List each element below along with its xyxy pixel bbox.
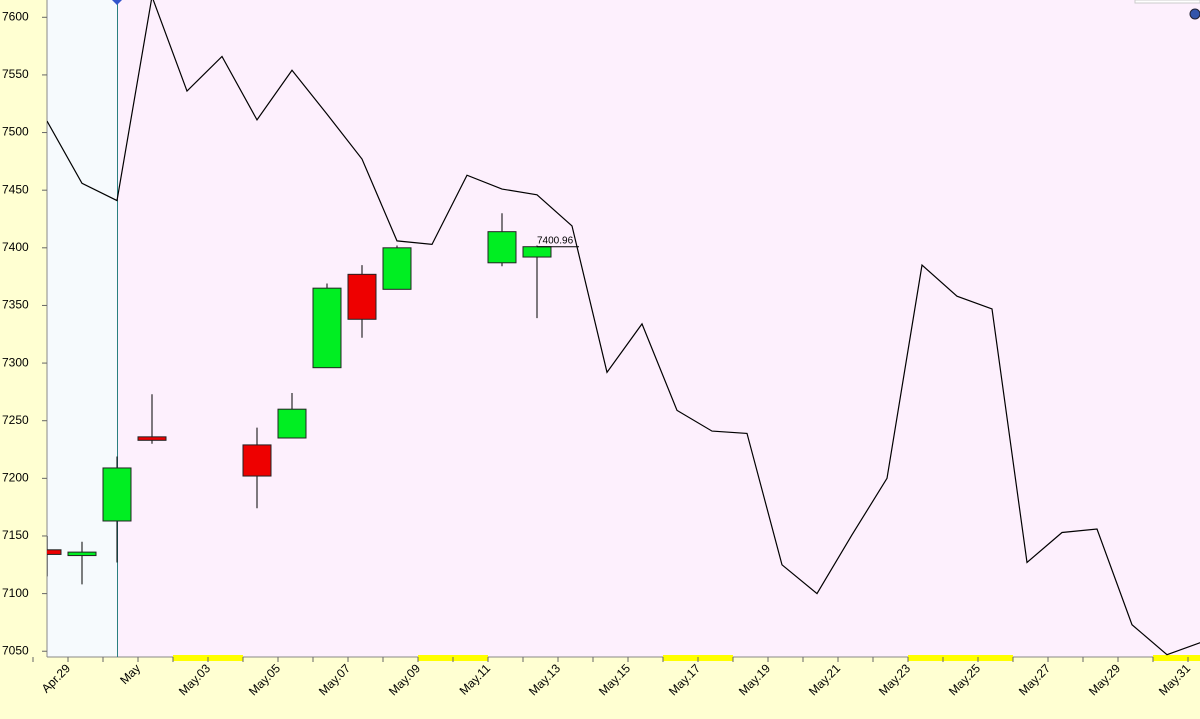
x-tick-label: May.09 bbox=[386, 661, 423, 698]
corner-box bbox=[1134, 0, 1200, 4]
x-tick-label: May.17 bbox=[666, 661, 703, 698]
candle-body bbox=[522, 246, 552, 258]
candle-body bbox=[137, 436, 167, 441]
y-tick-label: 7500 bbox=[2, 125, 29, 139]
candle-body bbox=[347, 273, 377, 320]
y-tick-label: 7050 bbox=[2, 643, 29, 657]
x-tick-label: May.19 bbox=[736, 661, 773, 698]
x-tick-label: May bbox=[117, 661, 143, 687]
x-tick-label: May.29 bbox=[1086, 661, 1123, 698]
candle-body bbox=[312, 287, 342, 369]
cursor-marker[interactable] bbox=[112, 0, 122, 5]
x-tick-label: Apr.29 bbox=[39, 661, 74, 696]
y-tick-label: 7400 bbox=[2, 240, 29, 254]
x-tick-label: May.27 bbox=[1016, 661, 1053, 698]
candle-body bbox=[67, 551, 97, 557]
y-tick-label: 7550 bbox=[2, 67, 29, 81]
line bbox=[47, 0, 1200, 656]
weekend-marker bbox=[1153, 655, 1200, 661]
candle-body bbox=[487, 231, 517, 264]
x-tick-label: May.07 bbox=[316, 661, 353, 698]
x-tick-label: May.31 bbox=[1156, 661, 1193, 698]
y-tick-label: 7300 bbox=[2, 355, 29, 369]
y-tick-label: 7600 bbox=[2, 9, 29, 23]
x-tick-label: May.21 bbox=[806, 661, 843, 698]
plot-area bbox=[47, 0, 1200, 657]
y-tick-label: 7150 bbox=[2, 528, 29, 542]
candle-body bbox=[277, 408, 307, 439]
candle-body bbox=[102, 467, 132, 522]
y-tick-label: 7200 bbox=[2, 471, 29, 485]
x-tick-label: May.03 bbox=[176, 661, 213, 698]
candle-body bbox=[47, 549, 62, 555]
x-tick-label: May.11 bbox=[457, 661, 494, 698]
candle-body bbox=[382, 247, 412, 290]
scroll-button[interactable] bbox=[1189, 8, 1200, 20]
plot: 7400.96 bbox=[47, 0, 1200, 656]
annotation-label: 7400.96 bbox=[537, 236, 574, 247]
y-tick-label: 7350 bbox=[2, 298, 29, 312]
x-tick-label: May.13 bbox=[526, 661, 563, 698]
x-tick-label: May.23 bbox=[876, 661, 913, 698]
x-tick-label: May.15 bbox=[596, 661, 633, 698]
x-tick-label: May.25 bbox=[946, 661, 983, 698]
y-tick-label: 7100 bbox=[2, 586, 29, 600]
y-tick-label: 7250 bbox=[2, 413, 29, 427]
y-tick-label: 7450 bbox=[2, 182, 29, 196]
x-tick-label: May.05 bbox=[246, 661, 283, 698]
candle-body bbox=[242, 444, 272, 477]
weekend-marker bbox=[908, 655, 1013, 661]
